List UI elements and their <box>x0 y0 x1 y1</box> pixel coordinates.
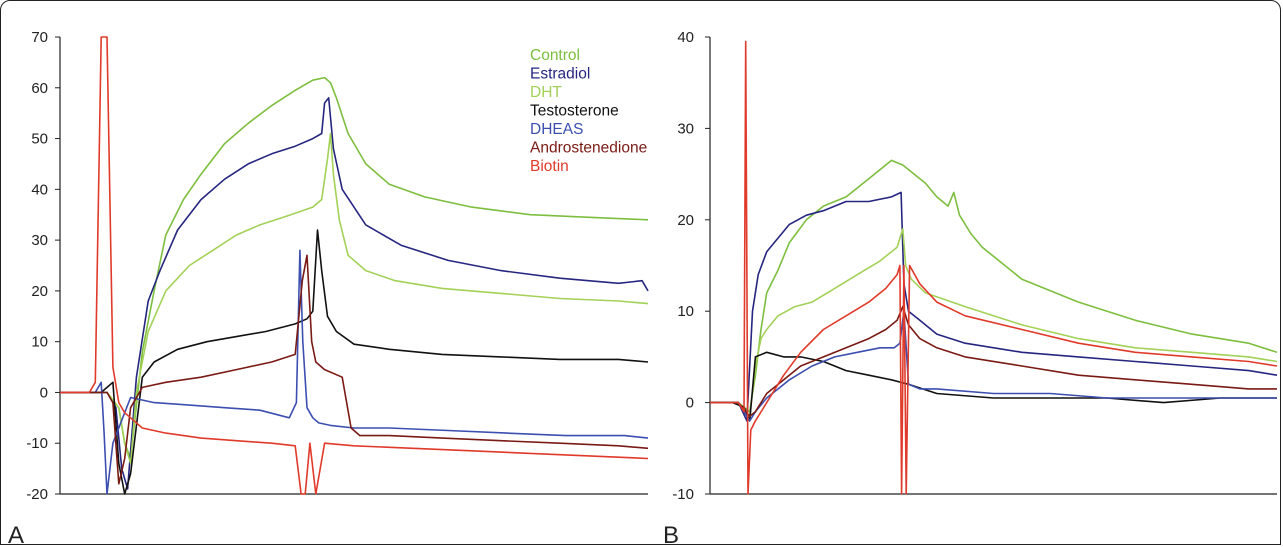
series-line-estradiol <box>60 97 649 490</box>
panel-a-series <box>60 36 649 495</box>
series-line-androstenedione <box>710 305 1277 418</box>
y-tick-label: 20 <box>31 283 48 300</box>
y-tick-label: 40 <box>31 181 48 198</box>
series-line-control <box>710 159 1278 413</box>
series-line-testosterone <box>710 351 1277 422</box>
series-line-estradiol <box>710 191 1278 422</box>
y-tick-label: 20 <box>677 212 694 229</box>
panel-b: 40 30 20 10 0 -10 B <box>663 29 1278 547</box>
y-tick-label: 70 <box>31 29 48 46</box>
series-line-dheas <box>710 310 1277 422</box>
y-tick-label: 60 <box>31 80 48 97</box>
y-tick-label: 50 <box>31 131 48 148</box>
series-line-dht <box>60 132 649 465</box>
y-tick-label: -10 <box>26 435 48 452</box>
y-tick-label: 30 <box>31 232 48 249</box>
series-line-biotin <box>60 36 649 495</box>
panel-a-y-axis: 70 60 50 40 30 20 10 0 -10 -20 <box>26 29 648 503</box>
legend-entry-estradiol: Estradiol <box>530 66 590 83</box>
y-tick-label: 10 <box>677 303 694 320</box>
y-tick-label: 0 <box>40 384 48 401</box>
panel-b-label: B <box>663 522 679 547</box>
series-line-androstenedione <box>60 254 649 485</box>
y-tick-label: -10 <box>672 486 694 503</box>
panel-a-label: A <box>8 522 24 547</box>
legend-entry-biotin: Biotin <box>530 158 569 175</box>
series-line-biotin <box>710 40 1278 495</box>
series-line-dht <box>710 228 1278 418</box>
y-tick-label: 10 <box>31 334 48 351</box>
series-line-dheas <box>60 249 649 495</box>
y-tick-label: 40 <box>677 29 694 46</box>
y-tick-label: 30 <box>677 120 694 137</box>
y-tick-label: -20 <box>26 486 48 503</box>
legend-entry-control: Control <box>530 47 580 64</box>
panel-b-y-axis: 40 30 20 10 0 -10 <box>672 29 1277 503</box>
series-line-testosterone <box>60 229 649 495</box>
legend-entry-androstenedione: Androstenedione <box>530 140 647 157</box>
legend-entry-testosterone: Testosterone <box>530 103 619 120</box>
legend-entry-dheas: DHEAS <box>530 121 583 138</box>
panel-b-series <box>710 40 1278 495</box>
y-tick-label: 0 <box>686 395 694 412</box>
legend-entry-dht: DHT <box>530 84 562 101</box>
